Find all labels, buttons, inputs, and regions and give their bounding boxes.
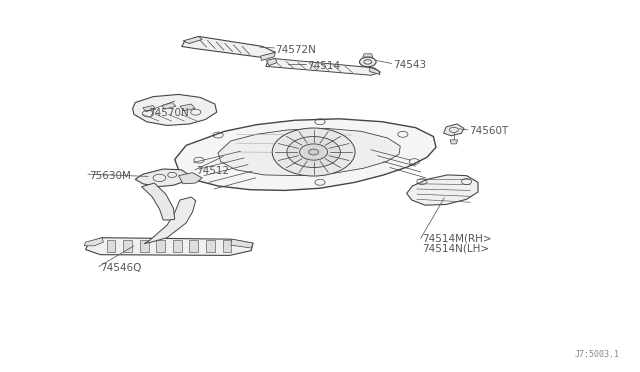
Circle shape — [360, 57, 376, 67]
Polygon shape — [144, 197, 196, 244]
Polygon shape — [123, 240, 132, 252]
Text: 75630M: 75630M — [90, 171, 131, 181]
Polygon shape — [266, 58, 276, 65]
Polygon shape — [162, 103, 176, 109]
Circle shape — [308, 149, 319, 155]
Polygon shape — [143, 106, 156, 112]
Polygon shape — [183, 36, 202, 44]
Text: 74514: 74514 — [307, 61, 340, 71]
Polygon shape — [180, 104, 195, 111]
Text: 74572N: 74572N — [275, 45, 316, 55]
Text: 74546Q: 74546Q — [100, 263, 141, 273]
Text: 74514M(RH>: 74514M(RH> — [422, 233, 492, 243]
Polygon shape — [106, 240, 115, 252]
Text: 74512: 74512 — [196, 166, 230, 176]
Polygon shape — [141, 183, 175, 220]
Polygon shape — [223, 240, 232, 252]
Text: J7:5003.1: J7:5003.1 — [575, 350, 620, 359]
Polygon shape — [450, 140, 458, 144]
Polygon shape — [86, 238, 253, 256]
Polygon shape — [182, 36, 275, 58]
Polygon shape — [218, 128, 400, 176]
Polygon shape — [140, 240, 148, 252]
Polygon shape — [156, 240, 165, 252]
Circle shape — [300, 144, 328, 160]
Text: 74543: 74543 — [393, 60, 426, 70]
Polygon shape — [179, 173, 202, 184]
Polygon shape — [444, 124, 464, 136]
Polygon shape — [206, 240, 215, 252]
Polygon shape — [363, 54, 373, 57]
Text: 74514N(LH>: 74514N(LH> — [422, 244, 489, 254]
Polygon shape — [135, 169, 189, 187]
Circle shape — [272, 128, 355, 176]
Polygon shape — [132, 94, 217, 125]
Polygon shape — [84, 238, 103, 246]
Polygon shape — [370, 67, 380, 74]
Polygon shape — [175, 119, 436, 190]
Text: 74560T: 74560T — [469, 126, 508, 137]
Polygon shape — [189, 240, 198, 252]
Polygon shape — [406, 175, 478, 205]
Polygon shape — [260, 52, 275, 61]
Circle shape — [287, 137, 340, 167]
Polygon shape — [266, 59, 381, 75]
Text: 74570N: 74570N — [148, 108, 189, 118]
Polygon shape — [231, 239, 253, 248]
Polygon shape — [173, 240, 182, 252]
